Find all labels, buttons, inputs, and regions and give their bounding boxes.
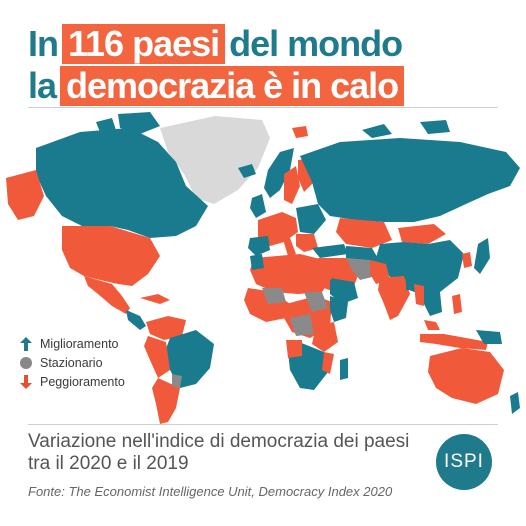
region-canada [36, 128, 208, 238]
region-peru-bolivia [144, 336, 170, 378]
region-paraguay [172, 374, 182, 388]
region-congo-stationary [290, 314, 314, 336]
region-norway [264, 148, 294, 198]
region-balkans [296, 234, 318, 252]
region-myanmar [414, 284, 424, 306]
ispi-logo: ISPI [436, 434, 492, 490]
region-central-america [126, 310, 146, 330]
region-mozambique [322, 352, 334, 374]
region-iceland [238, 164, 256, 178]
legend-item-stationary: Stazionario [18, 353, 125, 372]
legend-label-improvement: Miglioramento [40, 336, 119, 351]
legend-label-worsening: Peggioramento [40, 374, 125, 389]
region-indochina [424, 288, 442, 316]
region-madagascar [340, 358, 348, 380]
subtitle: Variazione nell'indice di democrazia dei… [28, 431, 410, 474]
region-india [378, 276, 410, 320]
region-greenland [160, 116, 270, 204]
region-uk [250, 194, 266, 218]
region-philippines [452, 294, 462, 314]
region-brazil [164, 330, 214, 388]
region-malaysia [424, 320, 440, 330]
circle-icon [18, 355, 34, 371]
region-angola [286, 340, 302, 358]
region-svalbard [292, 126, 308, 138]
region-iran [346, 258, 376, 280]
region-usa [62, 226, 160, 286]
divider-bottom [28, 424, 498, 425]
region-caribbean [140, 294, 170, 304]
region-italy [282, 236, 296, 256]
region-russia-islands [362, 120, 450, 138]
legend: Miglioramento Stazionario Peggioramento [18, 334, 125, 391]
arrow-down-icon [18, 374, 34, 390]
region-australia [428, 348, 504, 404]
legend-item-worsening: Peggioramento [18, 372, 125, 391]
arrow-up-icon [18, 336, 34, 352]
source-note: Fonte: The Economist Intelligence Unit, … [28, 484, 393, 499]
region-japan [474, 238, 490, 274]
region-turkey [312, 244, 348, 258]
region-eastern-europe [296, 204, 326, 234]
region-north-africa [250, 254, 332, 294]
title-word-la: la [28, 65, 57, 106]
region-bangladesh [406, 278, 414, 290]
title-word-in: In [28, 23, 59, 64]
region-kazakhstan [336, 218, 392, 248]
region-korea [462, 252, 472, 268]
world-map [6, 112, 520, 424]
region-sweden [284, 166, 300, 204]
region-sudan-stationary [304, 292, 328, 312]
region-new-zealand [510, 392, 520, 414]
region-mexico [84, 276, 130, 314]
region-horn-of-africa [330, 296, 348, 322]
region-indonesia [420, 334, 488, 350]
region-canada-islands [96, 112, 160, 134]
title-line-2: la democrazia è in calo [28, 66, 408, 106]
region-sahel-stationary [262, 288, 286, 304]
legend-label-stationary: Stazionario [40, 355, 103, 370]
region-papua [476, 330, 502, 344]
legend-item-improvement: Miglioramento [18, 334, 125, 353]
title-block: In 116 paesi del mondo la democrazia è i… [28, 24, 408, 108]
region-russia [300, 138, 520, 222]
region-mongolia [398, 224, 446, 244]
region-east-africa [312, 322, 338, 352]
title-highlight-democracy: democrazia è in calo [60, 66, 405, 106]
region-colombia-venezuela [146, 316, 186, 340]
divider-top [28, 107, 498, 108]
title-highlight-count: 116 paesi [62, 24, 226, 64]
region-iberia [248, 236, 270, 256]
region-alaska [6, 170, 44, 220]
title-rest: del mondo [229, 23, 403, 64]
region-argentina-chile [152, 378, 180, 424]
region-arabia [330, 278, 358, 304]
region-morocco [250, 254, 264, 270]
title-line-1: In 116 paesi del mondo [28, 24, 408, 64]
